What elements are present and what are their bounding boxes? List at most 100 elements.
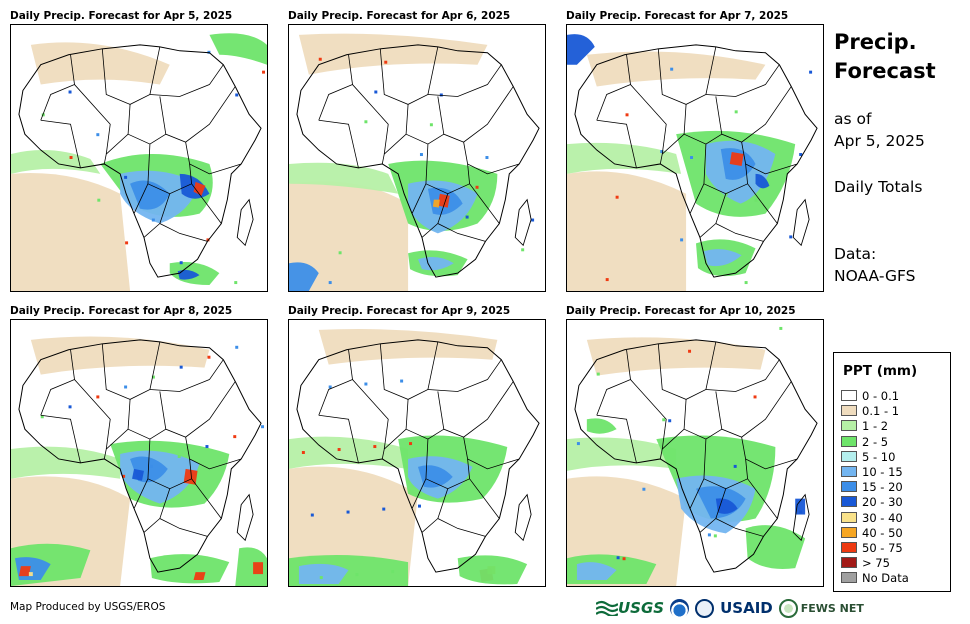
legend-item: 2 - 5 bbox=[841, 435, 888, 449]
africa-map-svg bbox=[567, 326, 818, 586]
globe-icon bbox=[778, 598, 798, 618]
precip-speckle bbox=[662, 418, 666, 422]
country-border bbox=[381, 104, 409, 165]
precip-speckle bbox=[301, 451, 305, 454]
precip-speckle bbox=[97, 198, 101, 202]
precip-speckle bbox=[96, 395, 100, 399]
precip-area bbox=[289, 262, 319, 291]
country-border bbox=[705, 359, 780, 392]
data-source-value: NOAA-GFS bbox=[834, 267, 916, 285]
country-border bbox=[596, 54, 631, 121]
precip-speckle bbox=[605, 278, 609, 282]
precip-speckle bbox=[734, 110, 738, 114]
side-title-line2: Forecast bbox=[834, 59, 936, 83]
country-border bbox=[149, 359, 224, 392]
country-border bbox=[127, 133, 167, 145]
country-border bbox=[596, 119, 637, 169]
country-border bbox=[659, 399, 687, 460]
legend-label: 0.1 - 1 bbox=[862, 404, 900, 419]
precip-speckle bbox=[419, 153, 423, 157]
country-border bbox=[159, 193, 208, 242]
precip-speckle bbox=[338, 251, 342, 255]
panel-title: Daily Precip. Forecast for Apr 10, 2025 bbox=[566, 305, 796, 317]
panel-title: Daily Precip. Forecast for Apr 9, 2025 bbox=[288, 305, 511, 317]
precip-speckle bbox=[779, 326, 783, 330]
country-border bbox=[469, 478, 500, 519]
side-title-line1: Precip. bbox=[834, 30, 917, 54]
precip-area bbox=[703, 249, 742, 267]
precip-speckle bbox=[151, 375, 155, 379]
legend-title: PPT (mm) bbox=[843, 363, 918, 379]
precip-speckle bbox=[124, 385, 128, 389]
precip-area bbox=[318, 329, 498, 365]
precip-speckle bbox=[799, 510, 803, 514]
country-border bbox=[185, 437, 242, 470]
precip-speckle bbox=[713, 534, 717, 538]
precip-speckle bbox=[475, 185, 479, 189]
legend-label: 1 - 2 bbox=[862, 419, 889, 434]
country-border bbox=[659, 104, 687, 165]
madagascar-outline bbox=[236, 198, 254, 247]
precip-speckle bbox=[382, 507, 386, 511]
africa-map-svg bbox=[567, 34, 818, 291]
country-border bbox=[427, 359, 502, 392]
precip-speckle bbox=[809, 70, 813, 74]
country-border bbox=[149, 64, 224, 97]
country-border bbox=[689, 478, 705, 509]
precip-speckle bbox=[733, 464, 737, 468]
legend-label: No Data bbox=[862, 571, 909, 586]
country-border bbox=[596, 414, 637, 464]
country-border bbox=[318, 349, 353, 416]
precip-speckle bbox=[235, 345, 239, 349]
legend-item: 30 - 40 bbox=[841, 511, 903, 525]
legend-swatch bbox=[841, 435, 857, 447]
madagascar-outline bbox=[792, 493, 810, 542]
data-source-label: Data: bbox=[834, 245, 877, 263]
precip-area bbox=[576, 562, 617, 581]
legend-item: 1 - 2 bbox=[841, 419, 888, 433]
madagascar-outline bbox=[514, 198, 532, 247]
country-border bbox=[159, 488, 208, 537]
country-border bbox=[40, 349, 75, 416]
precip-speckle bbox=[625, 113, 629, 117]
country-border bbox=[159, 86, 236, 143]
precip-speckle bbox=[400, 379, 404, 383]
precip-speckle bbox=[688, 349, 692, 353]
precip-area bbox=[30, 42, 170, 85]
precip-speckle bbox=[207, 355, 211, 359]
country-border bbox=[191, 478, 222, 519]
precip-speckle bbox=[373, 445, 377, 449]
precip-speckle bbox=[465, 215, 469, 219]
country-border bbox=[133, 183, 149, 214]
country-border bbox=[463, 437, 520, 470]
precip-area bbox=[253, 562, 264, 575]
country-border bbox=[741, 142, 798, 175]
precip-area bbox=[567, 142, 682, 174]
precip-area bbox=[11, 446, 121, 479]
africa-map-svg bbox=[289, 33, 540, 291]
country-border bbox=[437, 193, 486, 242]
country-border bbox=[437, 381, 514, 438]
usgs-wave-icon bbox=[596, 600, 618, 616]
map-credit: Map Produced by USGS/EROS bbox=[10, 601, 166, 613]
precip-area bbox=[149, 554, 230, 584]
country-border bbox=[405, 133, 445, 145]
legend-item: 15 - 20 bbox=[841, 480, 903, 494]
country-border bbox=[469, 183, 500, 224]
legend-swatch bbox=[841, 511, 857, 523]
precip-area bbox=[28, 572, 33, 577]
as-of-label: as of bbox=[834, 110, 872, 128]
legend-item: 0 - 0.1 bbox=[841, 389, 899, 403]
precip-speckle bbox=[40, 415, 44, 419]
country-border bbox=[40, 54, 75, 121]
precip-speckle bbox=[576, 442, 580, 446]
legend-label: > 75 bbox=[862, 556, 890, 571]
precip-speckle bbox=[149, 464, 153, 468]
precip-area bbox=[30, 336, 210, 375]
country-border bbox=[463, 142, 520, 175]
panel-title: Daily Precip. Forecast for Apr 8, 2025 bbox=[10, 305, 233, 317]
precip-speckle bbox=[234, 281, 238, 285]
legend-swatch bbox=[841, 405, 857, 417]
country-border bbox=[630, 84, 667, 155]
legend-swatch bbox=[841, 542, 857, 553]
